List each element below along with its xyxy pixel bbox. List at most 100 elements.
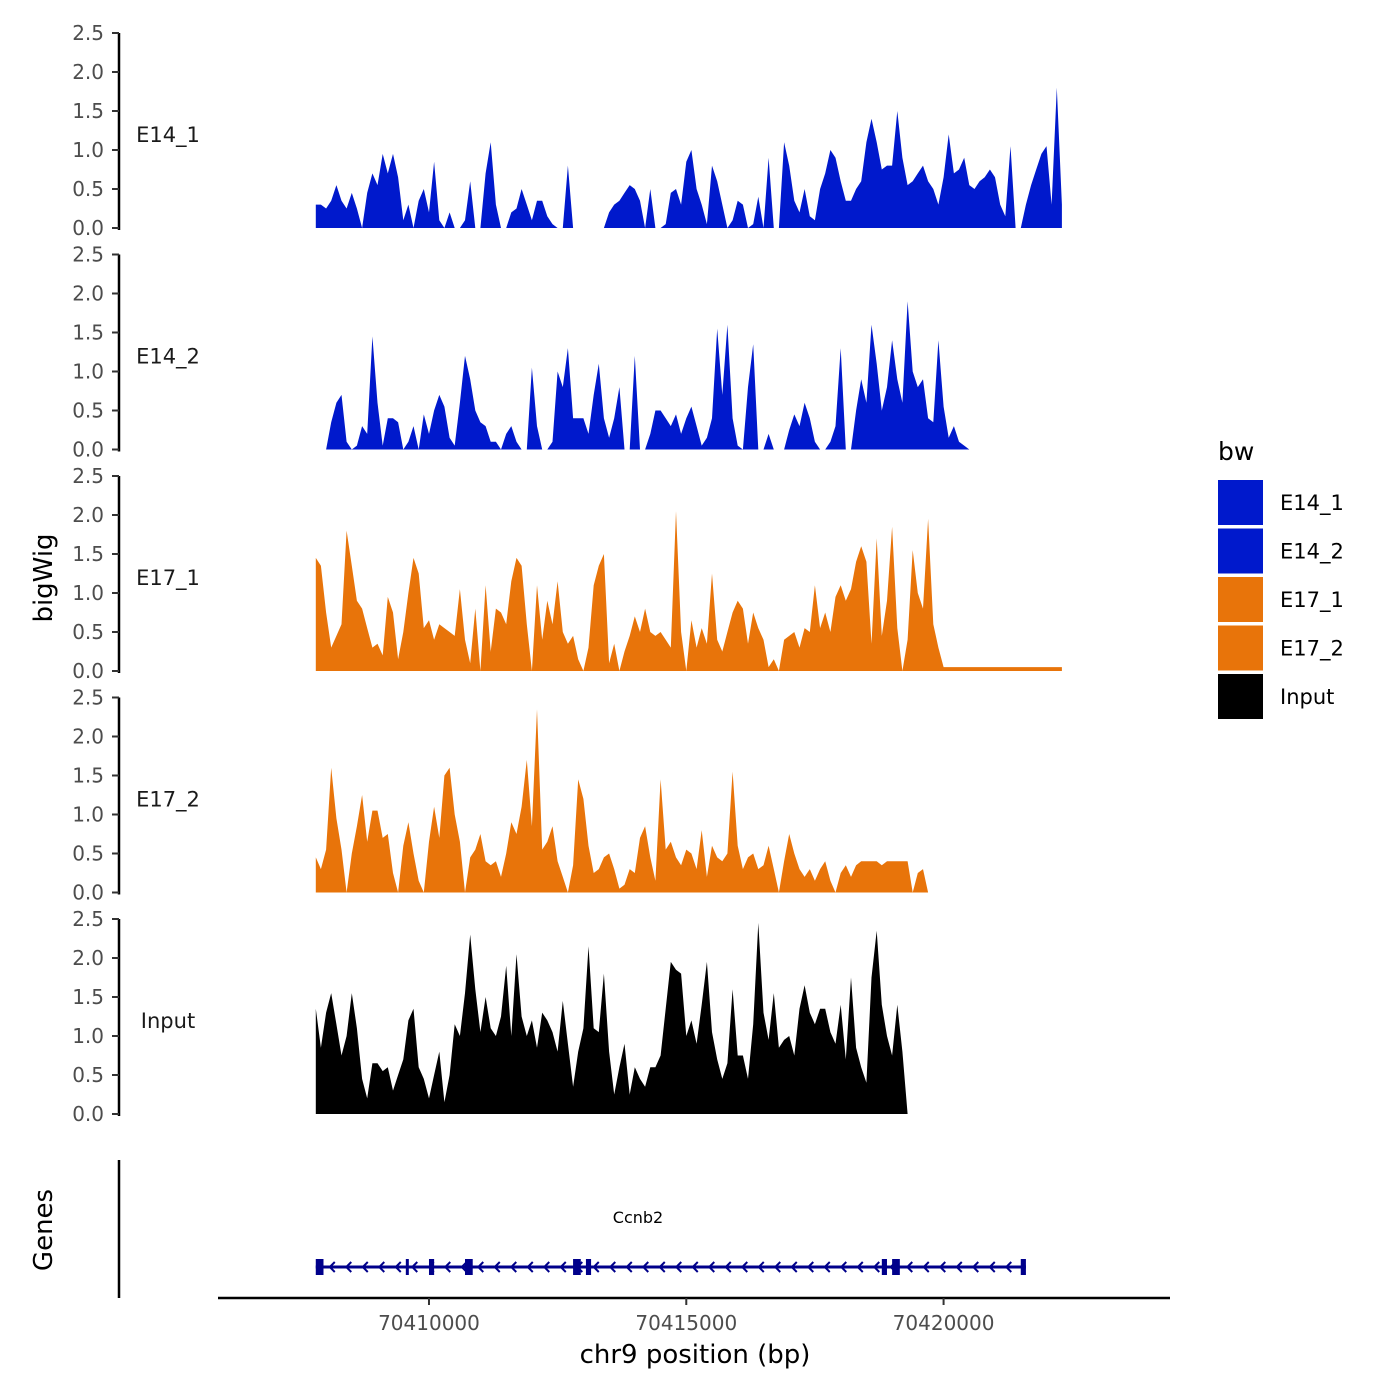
- track-label: E14_1: [136, 123, 200, 148]
- strand-chevron: [641, 1261, 649, 1273]
- exon: [585, 1259, 592, 1275]
- strand-chevron: [493, 1261, 501, 1273]
- signal-area-e17-2: [315, 709, 1062, 893]
- strand-chevron: [839, 1261, 847, 1273]
- legend: bw E14_1 E14_2 E17_1 E17_2 Input: [1218, 437, 1344, 719]
- strand-chevron: [658, 1261, 666, 1273]
- y-tick-label: 2.5: [72, 907, 104, 931]
- x-axis: 70410000 70415000 70420000: [218, 1296, 1170, 1335]
- y-tick-label: 0.5: [72, 842, 104, 866]
- strand-chevron: [823, 1261, 831, 1273]
- legend-label: E14_2: [1280, 540, 1344, 565]
- strand-chevron: [773, 1261, 781, 1273]
- signal-area-e14-1: [315, 87, 1062, 228]
- strand-chevron: [328, 1261, 336, 1273]
- strand-chevron: [938, 1261, 946, 1273]
- strand-chevron: [724, 1261, 732, 1273]
- y-tick-label: 1.0: [72, 138, 104, 162]
- track-e17-1: 0.0 0.5 1.0 1.5 2.0 2.5 E17_1: [72, 464, 1062, 683]
- y-tick-label: 0.5: [72, 1063, 104, 1087]
- y-tick-label: 1.5: [72, 321, 104, 345]
- x-axis-title: chr9 position (bp): [580, 1340, 811, 1370]
- strand-chevron: [955, 1261, 963, 1273]
- track-label: Input: [141, 1009, 195, 1033]
- strand-chevron: [361, 1261, 369, 1273]
- y-tick-label: 2.0: [72, 503, 104, 527]
- strand-chevron: [740, 1261, 748, 1273]
- y-tick-label: 2.0: [72, 282, 104, 306]
- exon: [573, 1259, 581, 1275]
- y-tick-label: 1.0: [72, 581, 104, 605]
- y-tick-label: 1.5: [72, 99, 104, 123]
- signal-area-input: [315, 922, 1052, 1114]
- exon: [428, 1259, 435, 1275]
- exon: [405, 1259, 409, 1275]
- strand-chevron: [757, 1261, 765, 1273]
- legend-key-e17-1: [1218, 577, 1263, 622]
- strand-chevron: [509, 1261, 517, 1273]
- strand-chevron: [394, 1261, 402, 1273]
- genes-axis-title: Genes: [29, 1189, 59, 1271]
- y-tick-label: 2.5: [72, 464, 104, 488]
- strand-chevron: [674, 1261, 682, 1273]
- legend-label: E17_2: [1280, 637, 1344, 662]
- strand-chevron: [790, 1261, 798, 1273]
- exon: [465, 1259, 473, 1275]
- track-e17-2: 0.0 0.5 1.0 1.5 2.0 2.5 E17_2: [72, 686, 1062, 905]
- y-tick-label: 2.5: [72, 243, 104, 267]
- track-input: 0.0 0.5 1.0 1.5 2.0 2.5 Input: [72, 907, 1052, 1126]
- signal-area-e14-2: [315, 301, 1073, 450]
- x-tick-label: 70420000: [893, 1311, 995, 1335]
- signal-tracks: 0.0 0.5 1.0 1.5 2.0 2.5 E14_1 0.0 0.5 1.0 1.5 2.0 2.…: [72, 21, 1073, 1126]
- legend-label: Input: [1280, 685, 1334, 709]
- gene-ccnb2: Ccnb2: [315, 1208, 1026, 1275]
- y-tick-label: 1.0: [72, 360, 104, 384]
- legend-title: bw: [1218, 437, 1254, 466]
- strand-chevron: [922, 1261, 930, 1273]
- track-label: E17_2: [136, 788, 200, 813]
- track-e14-2: 0.0 0.5 1.0 1.5 2.0 2.5 E14_2: [72, 243, 1073, 462]
- y-tick-label: 1.5: [72, 542, 104, 566]
- strand-chevron: [377, 1261, 385, 1273]
- exon: [892, 1259, 900, 1275]
- strand-chevron: [905, 1261, 913, 1273]
- y-tick-label: 2.5: [72, 21, 104, 45]
- track-e14-1: 0.0 0.5 1.0 1.5 2.0 2.5 E14_1: [72, 21, 1062, 240]
- y-tick-label: 0.0: [72, 1102, 104, 1126]
- y-tick-label: 2.0: [72, 725, 104, 749]
- strand-chevron: [1004, 1261, 1012, 1273]
- signal-area-e17-1: [315, 511, 1062, 671]
- track-label: E17_1: [136, 566, 200, 591]
- y-tick-label: 0.0: [72, 881, 104, 905]
- exon: [315, 1259, 324, 1275]
- strand-chevron: [691, 1261, 699, 1273]
- legend-label: E14_1: [1280, 491, 1344, 516]
- strand-chevron: [608, 1261, 616, 1273]
- y-tick-label: 2.5: [72, 686, 104, 710]
- x-tick-label: 70415000: [635, 1311, 737, 1335]
- y-tick-label: 1.0: [72, 1024, 104, 1048]
- legend-key-e14-2: [1218, 528, 1263, 574]
- strand-chevron: [542, 1261, 550, 1273]
- gene-track: Ccnb2: [117, 1160, 1026, 1298]
- y-tick-label: 0.5: [72, 399, 104, 423]
- y-tick-label: 0.0: [72, 659, 104, 683]
- strand-chevron: [476, 1261, 484, 1273]
- strand-chevron: [872, 1261, 880, 1273]
- y-tick-label: 0.5: [72, 177, 104, 201]
- strand-chevron: [856, 1261, 864, 1273]
- strand-chevron: [592, 1261, 600, 1273]
- exon: [1020, 1259, 1026, 1275]
- y-tick-label: 0.0: [72, 216, 104, 240]
- strand-chevron: [559, 1261, 567, 1273]
- y-tick-label: 2.0: [72, 60, 104, 84]
- legend-key-e14-1: [1218, 480, 1263, 525]
- exon: [881, 1259, 887, 1275]
- y-tick-label: 2.0: [72, 946, 104, 970]
- y-tick-label: 1.5: [72, 764, 104, 788]
- strand-chevron: [443, 1261, 451, 1273]
- y-tick-label: 1.5: [72, 985, 104, 1009]
- y-tick-label: 0.5: [72, 620, 104, 644]
- strand-chevron: [707, 1261, 715, 1273]
